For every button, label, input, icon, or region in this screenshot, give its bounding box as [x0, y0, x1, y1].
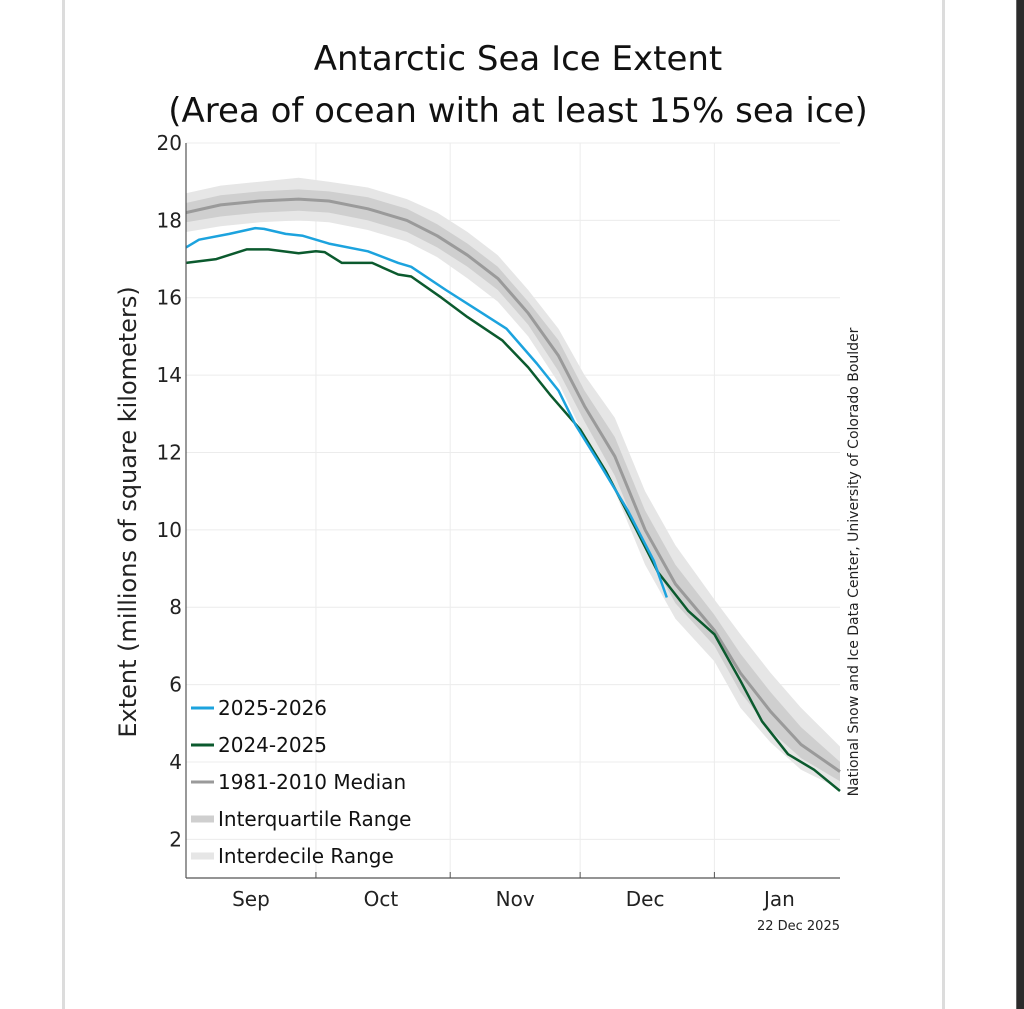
legend-label: 1981-2010 Median: [218, 770, 406, 794]
legend-label: Interdecile Range: [218, 844, 394, 868]
x-tick-label: Jan: [762, 887, 795, 911]
y-tick-label: 8: [169, 595, 182, 619]
interquartile-range-band: [186, 189, 840, 782]
legend-item-current: 2025-2026: [191, 696, 327, 720]
y-tick-label: 14: [157, 363, 182, 387]
page-border-right: [942, 0, 945, 1009]
window-edge: [1016, 0, 1024, 1009]
y-tick-label: 2: [169, 827, 182, 851]
page-border-left: [62, 0, 65, 1009]
date-stamp: 22 Dec 2025: [757, 919, 840, 934]
x-tick-label: Nov: [496, 887, 535, 911]
legend-label: Interquartile Range: [218, 807, 411, 831]
legend-item-interdecile: Interdecile Range: [191, 844, 394, 868]
legend-item-interquartile: Interquartile Range: [191, 807, 411, 831]
grid: [185, 142, 840, 878]
y-tick-label: 20: [157, 131, 182, 155]
y-tick-label: 10: [157, 518, 182, 542]
series-line-2024-2025: [185, 248, 841, 792]
axes: [185, 143, 840, 879]
x-tick-labels: Sep Oct Nov Dec Jan: [232, 887, 795, 911]
series-line-1981-2010-median: [185, 197, 841, 773]
legend: 2025-2026 2024-2025 1981-2010 Median Interq…: [191, 696, 411, 868]
y-tick-label: 4: [169, 750, 182, 774]
series-line-2025-2026: [185, 226, 668, 598]
legend-label: 2024-2025: [218, 733, 327, 757]
x-tick-label: Dec: [626, 887, 665, 911]
legend-item-previous: 2024-2025: [191, 733, 327, 757]
x-tick-label: Sep: [232, 887, 270, 911]
chart-subtitle: (Area of ocean with at least 15% sea ice…: [168, 91, 867, 131]
y-tick-label: 16: [157, 286, 182, 310]
legend-item-median: 1981-2010 Median: [191, 770, 406, 794]
y-tick-label: 18: [157, 208, 182, 232]
chart-title: Antarctic Sea Ice Extent: [314, 39, 723, 79]
x-tick-label: Oct: [364, 887, 399, 911]
legend-label: 2025-2026: [218, 696, 327, 720]
y-tick-labels: 2 4 6 8 10 12 14 16 18 20: [157, 131, 182, 851]
series-lines: [185, 197, 841, 792]
credit-text: National Snow and Ice Data Center, Unive…: [846, 327, 862, 796]
range-bands: [186, 177, 840, 790]
y-axis-label: Extent (millions of square kilometers): [114, 286, 142, 737]
y-tick-label: 12: [157, 440, 182, 464]
y-tick-label: 6: [169, 673, 182, 697]
